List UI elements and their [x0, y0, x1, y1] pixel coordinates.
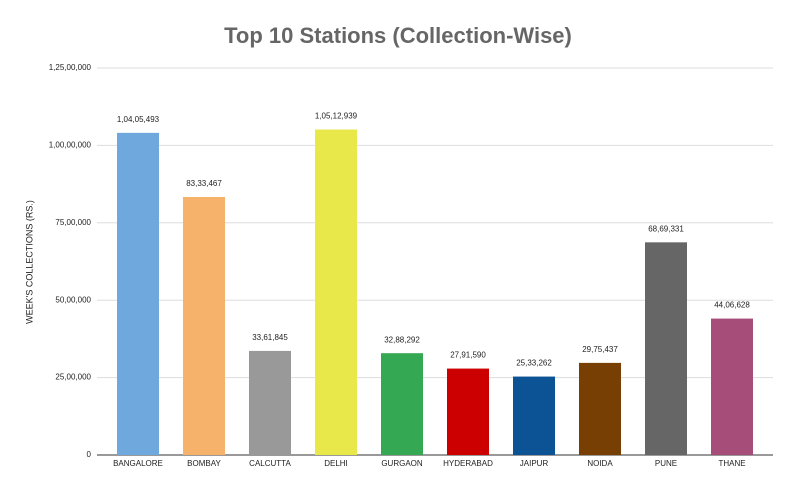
y-tick-label: 50,00,000: [55, 295, 91, 304]
bar: [117, 132, 159, 455]
bar: [579, 362, 621, 455]
value-label: 1,05,12,939: [315, 112, 358, 121]
x-tick-label: PUNE: [655, 459, 677, 468]
x-tick-label: GURGAON: [381, 459, 423, 468]
bar: [513, 376, 555, 455]
x-tick-label: BANGALORE: [113, 459, 163, 468]
bar: [249, 350, 291, 455]
y-tick-label: 75,00,000: [55, 218, 91, 227]
bar: [315, 129, 357, 455]
x-tick-label: BOMBAY: [187, 459, 221, 468]
y-tick-label: 25,00,000: [55, 373, 91, 382]
y-tick-label: 1,00,00,000: [49, 141, 92, 150]
x-tick-label: CALCUTTA: [249, 459, 291, 468]
y-tick-label: 1,25,00,000: [49, 63, 92, 72]
chart-title: Top 10 Stations (Collection-Wise): [224, 23, 572, 48]
value-label: 25,33,262: [516, 359, 552, 368]
x-tick-label: HYDERABAD: [443, 459, 493, 468]
value-label: 29,75,437: [582, 345, 618, 354]
value-label: 1,04,05,493: [117, 115, 160, 124]
x-tick-label: NOIDA: [587, 459, 613, 468]
value-label: 32,88,292: [384, 335, 420, 344]
x-tick-label: DELHI: [324, 459, 348, 468]
value-label: 44,06,628: [714, 301, 750, 310]
bar: [645, 242, 687, 455]
bar: [381, 353, 423, 455]
y-tick-label: 0: [87, 450, 92, 459]
bar: [183, 196, 225, 456]
x-tick-label: JAIPUR: [520, 459, 549, 468]
value-label: 27,91,590: [450, 351, 486, 360]
value-label: 33,61,845: [252, 333, 288, 342]
bar: [447, 368, 489, 455]
value-label: 83,33,467: [186, 179, 222, 188]
y-axis-label: WEEK'S COLLECTIONS (RS.): [24, 200, 34, 324]
value-label: 68,69,331: [648, 224, 684, 233]
bar: [711, 318, 753, 455]
x-tick-label: THANE: [718, 459, 745, 468]
